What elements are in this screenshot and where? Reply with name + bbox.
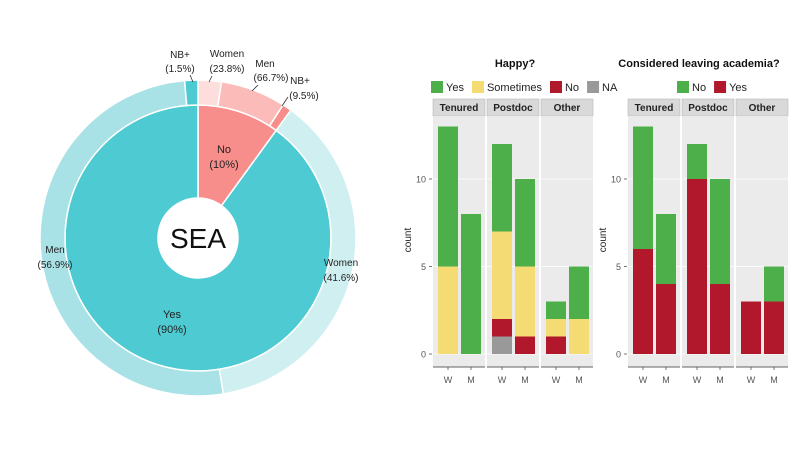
outer-pct-no-nbplus: (9.5%) bbox=[289, 91, 318, 102]
x-tick-label-tenured-m: M bbox=[662, 375, 670, 385]
legend-swatch-na bbox=[587, 81, 600, 93]
x-tick-label-other-w: W bbox=[747, 375, 756, 385]
facet-label-other: Other bbox=[749, 103, 776, 114]
bar-segment-postdoc-w-no bbox=[687, 144, 707, 179]
outer-pct-yes-men: (56.9%) bbox=[37, 260, 72, 271]
y-tick-label: 5 bbox=[421, 262, 426, 272]
legend-label-yes: Yes bbox=[729, 82, 747, 94]
leader-no-women bbox=[208, 75, 213, 83]
bar-segment-postdoc-w-na bbox=[492, 336, 512, 354]
outer-label-yes-women: Women bbox=[324, 258, 358, 269]
outer-label-yes-nbplus: NB+ bbox=[170, 50, 190, 61]
facet-label-tenured: Tenured bbox=[440, 103, 479, 114]
leader-yes-nbplus bbox=[189, 74, 194, 83]
bar-segment-tenured-w-sometimes bbox=[438, 266, 458, 354]
bar-segment-postdoc-m-yes bbox=[515, 179, 535, 267]
facet-strip-postdoc bbox=[681, 98, 735, 117]
x-tick-label-other-m: M bbox=[770, 375, 778, 385]
legend-swatch-no bbox=[677, 81, 689, 93]
y-axis-label: count bbox=[598, 228, 609, 253]
legend-swatch-yes bbox=[714, 81, 727, 93]
facet-strip-other bbox=[735, 98, 789, 117]
facet-label-other: Other bbox=[554, 103, 581, 114]
bar-segment-other-m-sometimes bbox=[569, 319, 589, 354]
bar-segment-tenured-m-no bbox=[656, 214, 676, 284]
x-tick-label-tenured-w: W bbox=[639, 375, 648, 385]
bar-segment-postdoc-w-yes bbox=[492, 144, 512, 232]
bar-segment-tenured-m-yes bbox=[656, 284, 676, 354]
happy-bar-chart: Happy? Yes Sometimes No NA count 0 5 10 Tenured W M… bbox=[403, 58, 618, 385]
bar-segment-postdoc-w-yes bbox=[687, 179, 707, 354]
leader-no-nbplus bbox=[281, 96, 289, 107]
legend-label-na: NA bbox=[602, 82, 618, 94]
inner-pct-no: (10%) bbox=[209, 159, 238, 171]
x-tick-label-postdoc-w: W bbox=[693, 375, 702, 385]
legend-label-no: No bbox=[692, 82, 706, 94]
x-tick-label-other-m: M bbox=[575, 375, 583, 385]
x-tick-label-tenured-m: M bbox=[467, 375, 475, 385]
legend-swatch-yes bbox=[431, 81, 443, 93]
inner-label-yes: Yes bbox=[163, 309, 181, 321]
facet-label-postdoc: Postdoc bbox=[493, 103, 533, 114]
bar-segment-postdoc-m-no bbox=[710, 179, 730, 284]
sunburst-chart: SEA No (10%) Yes (90%) NB+ (1.5%) Women (23.8%) M… bbox=[37, 49, 359, 397]
center-hole bbox=[158, 198, 238, 278]
y-tick-label: 10 bbox=[611, 175, 621, 185]
bar-segment-tenured-w-yes bbox=[633, 249, 653, 354]
y-tick-label: 0 bbox=[616, 350, 621, 360]
outer-pct-yes-women: (41.6%) bbox=[323, 273, 358, 284]
outer-pct-yes-nbplus: (1.5%) bbox=[165, 64, 194, 75]
y-tick-label: 5 bbox=[616, 262, 621, 272]
bar-segment-tenured-m-yes bbox=[461, 214, 481, 354]
legend-label-sometimes: Sometimes bbox=[487, 82, 543, 94]
bar-segment-postdoc-w-sometimes bbox=[492, 231, 512, 319]
facet-strip-tenured bbox=[627, 98, 681, 117]
inner-label-no: No bbox=[217, 144, 231, 156]
bar-segment-other-w-no bbox=[546, 336, 566, 354]
bar-segment-postdoc-w-no bbox=[492, 319, 512, 337]
bar-segment-other-m-no bbox=[764, 266, 784, 302]
y-tick-label: 10 bbox=[416, 175, 426, 185]
legend-swatch-sometimes bbox=[471, 81, 484, 93]
bar-segment-tenured-w-no bbox=[633, 126, 653, 249]
y-tick-label: 0 bbox=[421, 350, 426, 360]
bar-segment-other-m-yes bbox=[569, 266, 589, 319]
chart-title: Considered leaving academia? bbox=[618, 58, 780, 70]
outer-pct-no-men: (66.7%) bbox=[253, 73, 288, 84]
center-title: SEA bbox=[170, 223, 226, 254]
outer-slice-yes-nbplus bbox=[183, 79, 199, 107]
x-tick-label-postdoc-m: M bbox=[716, 375, 724, 385]
legend-label-yes: Yes bbox=[446, 82, 464, 94]
bar-segment-postdoc-m-no bbox=[515, 336, 535, 354]
facet-label-tenured: Tenured bbox=[635, 103, 674, 114]
outer-label-yes-men: Men bbox=[45, 245, 64, 256]
legend-swatch-no bbox=[549, 81, 562, 93]
bar-segment-other-w-sometimes bbox=[546, 319, 566, 337]
x-tick-label-postdoc-m: M bbox=[521, 375, 529, 385]
outer-pct-no-women: (23.8%) bbox=[209, 64, 244, 75]
x-tick-label-tenured-w: W bbox=[444, 375, 453, 385]
bar-segment-postdoc-m-sometimes bbox=[515, 266, 535, 337]
bar-segment-other-m-yes bbox=[764, 301, 784, 354]
bar-segment-other-w-yes bbox=[546, 301, 566, 319]
facet-label-postdoc: Postdoc bbox=[688, 103, 728, 114]
bar-segment-tenured-w-yes bbox=[438, 126, 458, 267]
x-tick-label-postdoc-w: W bbox=[498, 375, 507, 385]
outer-label-no-nbplus: NB+ bbox=[290, 76, 310, 87]
chart-title: Happy? bbox=[495, 58, 536, 70]
leader-no-men bbox=[251, 84, 259, 92]
bar-segment-postdoc-m-yes bbox=[710, 284, 730, 354]
facet-strip-tenured bbox=[432, 98, 486, 117]
x-tick-label-other-w: W bbox=[552, 375, 561, 385]
y-axis-label: count bbox=[403, 228, 414, 253]
outer-label-no-men: Men bbox=[255, 59, 274, 70]
legend-label-no: No bbox=[565, 82, 579, 94]
outer-label-no-women: Women bbox=[210, 49, 244, 60]
bar-segment-other-w-yes bbox=[741, 301, 761, 354]
facet-strip-other bbox=[540, 98, 594, 117]
inner-pct-yes: (90%) bbox=[157, 324, 186, 336]
facet-strip-postdoc bbox=[486, 98, 540, 117]
leaving-academia-bar-chart: Considered leaving academia? No Yes count 0 5… bbox=[598, 58, 789, 385]
